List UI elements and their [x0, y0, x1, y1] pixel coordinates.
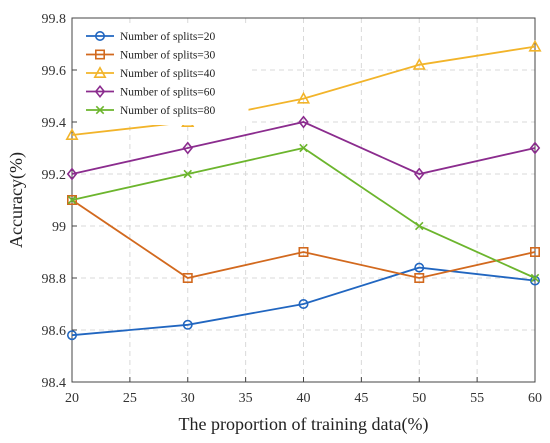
series-line: [71, 266, 536, 337]
legend-swatch-marker: [94, 85, 106, 98]
series-line: [71, 121, 536, 175]
legend-item: Number of splits=80: [86, 105, 216, 117]
series-5: [67, 143, 540, 283]
data-point-triangle: [528, 39, 542, 52]
data-point-triangle: [412, 57, 426, 70]
y-tick-label: 99.4: [42, 116, 67, 131]
data-point-x-stroke: [299, 143, 308, 153]
data-point-x-stroke: [183, 169, 193, 179]
x-tick-label: 45: [354, 391, 368, 406]
data-point-square: [67, 195, 78, 206]
legend: Number of splits=20 Number of splits=30 Nu…: [79, 23, 249, 125]
legend-label: Number of splits=60: [120, 87, 216, 99]
series-4: [66, 115, 541, 181]
x-tick-label: 30: [181, 391, 195, 406]
data-point-diamond: [414, 167, 425, 181]
legend-swatch-marker: [95, 30, 106, 41]
y-tick-label: 98.8: [42, 272, 67, 287]
data-point-x: [183, 169, 193, 179]
data-point-circle: [67, 330, 78, 341]
series-1: [67, 262, 540, 341]
data-point-diamond: [66, 167, 78, 181]
legend-box: [79, 23, 249, 125]
legend-label: Number of splits=80: [120, 105, 216, 117]
y-tick-label: 99.6: [42, 64, 67, 79]
x-tick-label: 25: [123, 391, 137, 406]
legend-label: Number of splits=30: [120, 50, 216, 62]
legend-swatch-marker: [95, 49, 106, 60]
y-tick-label: 99.8: [42, 12, 67, 27]
legend-item: Number of splits=40: [86, 66, 216, 80]
legend-swatch-marker: [93, 66, 107, 78]
data-point-square: [414, 272, 425, 283]
data-point-x-stroke: [414, 221, 424, 231]
x-axis-title: The proportion of training data(%): [179, 414, 429, 435]
data-point-square: [182, 272, 193, 283]
data-point-x-stroke: [530, 273, 540, 283]
legend-label: Number of splits=40: [120, 68, 216, 80]
data-point-x: [299, 143, 308, 153]
data-point-circle: [182, 319, 193, 330]
data-point-x-stroke: [67, 195, 77, 205]
legend-swatch-marker-stroke: [95, 105, 105, 115]
series-3: [65, 39, 542, 140]
series-line: [71, 199, 536, 279]
data-point-square: [298, 247, 309, 258]
y-axis-title: Accuracy(%): [6, 152, 27, 248]
data-point-x: [530, 273, 540, 283]
data-point-square: [529, 247, 540, 258]
series-layer: [65, 39, 542, 341]
data-point-circle: [298, 298, 309, 309]
data-point-triangle: [65, 128, 79, 140]
data-point-circle: [529, 275, 540, 286]
y-tick-label: 99.2: [42, 168, 67, 183]
legend-label: Number of splits=20: [120, 31, 216, 43]
x-tick-label: 60: [528, 391, 542, 406]
x-tick-label: 40: [297, 391, 311, 406]
series-2: [67, 195, 540, 283]
data-point-x: [414, 221, 424, 231]
x-tick-label: 55: [470, 391, 484, 406]
data-point-diamond: [529, 141, 541, 155]
data-point-triangle: [296, 91, 311, 104]
legend-item: Number of splits=60: [86, 85, 216, 99]
x-tick-label: 50: [412, 391, 426, 406]
legend-item: Number of splits=30: [86, 49, 216, 62]
data-point-circle: [414, 262, 425, 273]
data-point-diamond: [298, 115, 309, 129]
data-point-x: [67, 195, 77, 205]
y-tick-label: 99: [52, 220, 66, 235]
data-point-diamond: [182, 141, 193, 155]
y-tick-label: 98.6: [42, 324, 67, 339]
y-tick-label: 98.4: [42, 376, 67, 391]
x-tick-label: 35: [239, 391, 253, 406]
x-tick-label: 20: [65, 391, 79, 406]
axes: 20 25 30 35 40 45 50 55 60 98.4 98.6 98.8 99 99.2 99.4…: [42, 12, 543, 406]
legend-swatch-marker: [95, 105, 105, 115]
series-line: [71, 45, 536, 136]
legend-item: Number of splits=20: [86, 30, 216, 43]
series-line: [71, 147, 536, 279]
